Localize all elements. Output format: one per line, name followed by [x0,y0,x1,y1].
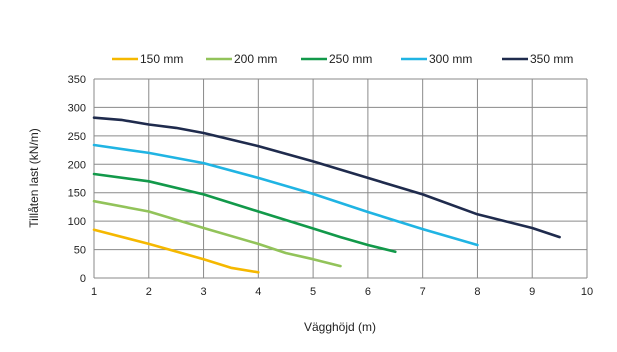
x-tick-label: 4 [255,286,261,298]
x-tick-label: 5 [310,286,316,298]
x-tick-label: 9 [529,286,535,298]
legend: 150 mm 200 mm 250 mm 300 mm 350 mm [112,52,573,66]
y-tick-label: 300 [68,102,86,114]
y-tick-label: 100 [68,216,86,228]
x-axis-label: Vägghöjd (m) [304,320,376,334]
series-lines [92,116,561,274]
y-tick-label: 250 [68,131,86,143]
series-line-250-mm [92,172,397,254]
y-tick-label: 150 [68,188,86,200]
legend-label: 300 mm [429,52,472,66]
series-line-200-mm [92,199,342,268]
legend-label: 250 mm [329,52,372,66]
y-axis-label: Tillåten last (kN/m) [27,128,41,228]
x-tick-label: 6 [365,286,371,298]
x-tick-label: 2 [146,286,152,298]
series-line-300-mm [92,143,479,247]
x-tick-label: 1 [91,286,97,298]
x-tick-label: 3 [200,286,206,298]
axes: 0 50 100 150 200 250 300 350 1 2 3 4 5 6 7 8 9 10 [68,74,593,298]
y-tick-label: 200 [68,159,86,171]
series-line-150-mm [92,228,260,274]
x-tick-label: 10 [581,286,593,298]
legend-label: 350 mm [530,52,573,66]
x-tick-label: 7 [420,286,426,298]
y-tick-label: 50 [74,245,86,257]
x-tick-label: 8 [474,286,480,298]
y-tick-label: 0 [80,273,86,285]
legend-label: 200 mm [234,52,277,66]
legend-label: 150 mm [140,52,183,66]
y-tick-label: 350 [68,74,86,86]
series-line-350-mm [92,116,561,239]
